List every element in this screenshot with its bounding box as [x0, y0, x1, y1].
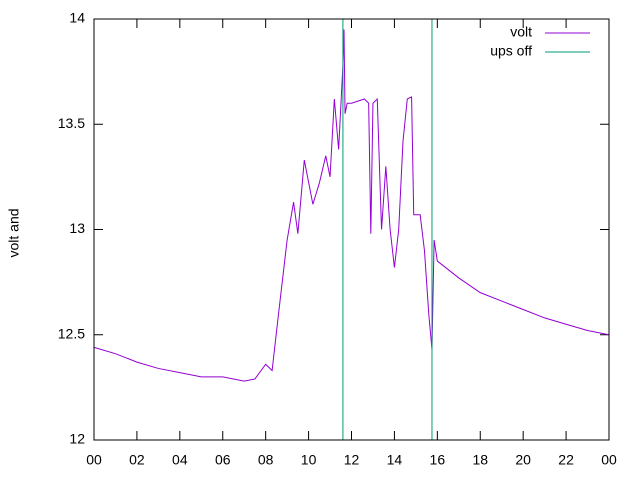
y-tick-label: 12 — [69, 431, 85, 447]
x-tick-label: 16 — [430, 452, 446, 468]
series-line — [342, 18, 433, 440]
y-tick-label: 14 — [69, 10, 85, 26]
series-line — [93, 29, 610, 382]
x-tick-label: 20 — [515, 452, 531, 468]
plot-frame — [93, 18, 610, 441]
y-axis-label: volt and — [6, 208, 22, 257]
x-tick-label: 18 — [472, 452, 488, 468]
x-tick-label: 08 — [258, 452, 274, 468]
x-tick-label: 22 — [558, 452, 574, 468]
x-tick-label: 12 — [344, 452, 360, 468]
legend-label: volt — [510, 24, 532, 40]
x-tick-label: 00 — [601, 452, 617, 468]
x-tick-label: 04 — [172, 452, 188, 468]
x-tick-label: 10 — [301, 452, 317, 468]
legend-label: ups off — [490, 43, 532, 59]
x-tick-label: 00 — [86, 452, 102, 468]
x-tick-label: 02 — [129, 452, 145, 468]
x-tick-label: 06 — [215, 452, 231, 468]
y-tick-label: 12.5 — [58, 325, 85, 341]
y-tick-label: 13 — [69, 220, 85, 236]
y-tick-label: 13.5 — [58, 115, 85, 131]
x-tick-label: 14 — [387, 452, 403, 468]
